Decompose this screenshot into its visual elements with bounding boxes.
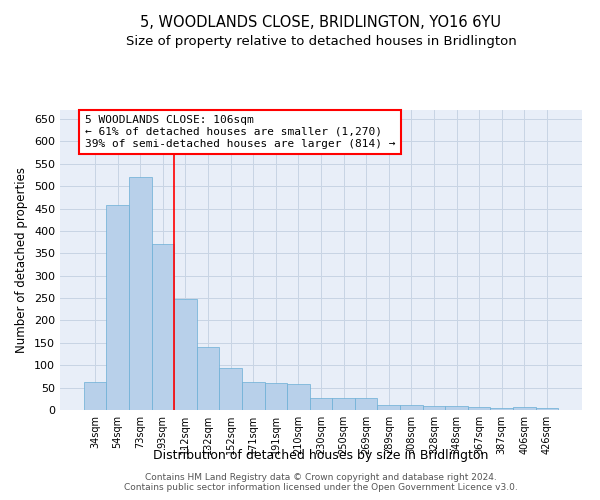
Text: Contains HM Land Registry data © Crown copyright and database right 2024.
Contai: Contains HM Land Registry data © Crown c… (124, 473, 518, 492)
Bar (422, 406, 445, 410)
Bar (265, 383, 287, 410)
Bar (220, 368, 242, 410)
Bar (377, 405, 400, 410)
Bar (355, 398, 377, 410)
Bar (310, 398, 332, 410)
Y-axis label: Number of detached properties: Number of detached properties (16, 167, 28, 353)
Bar (400, 405, 422, 410)
Bar (242, 382, 265, 410)
Bar (513, 408, 536, 410)
Bar (84, 382, 106, 410)
Text: 5, WOODLANDS CLOSE, BRIDLINGTON, YO16 6YU: 5, WOODLANDS CLOSE, BRIDLINGTON, YO16 6Y… (140, 15, 502, 30)
Bar (445, 406, 468, 410)
Bar (490, 408, 513, 410)
Text: 5 WOODLANDS CLOSE: 106sqm
← 61% of detached houses are smaller (1,270)
39% of se: 5 WOODLANDS CLOSE: 106sqm ← 61% of detac… (85, 116, 395, 148)
Bar (106, 205, 129, 410)
Bar (536, 408, 558, 410)
Bar (174, 299, 197, 410)
Bar (332, 398, 355, 410)
Bar (129, 177, 152, 410)
Text: Distribution of detached houses by size in Bridlington: Distribution of detached houses by size … (154, 448, 488, 462)
Bar (468, 408, 490, 410)
Text: Size of property relative to detached houses in Bridlington: Size of property relative to detached ho… (125, 35, 517, 48)
Bar (287, 384, 310, 410)
Bar (197, 348, 220, 410)
Bar (152, 244, 174, 410)
